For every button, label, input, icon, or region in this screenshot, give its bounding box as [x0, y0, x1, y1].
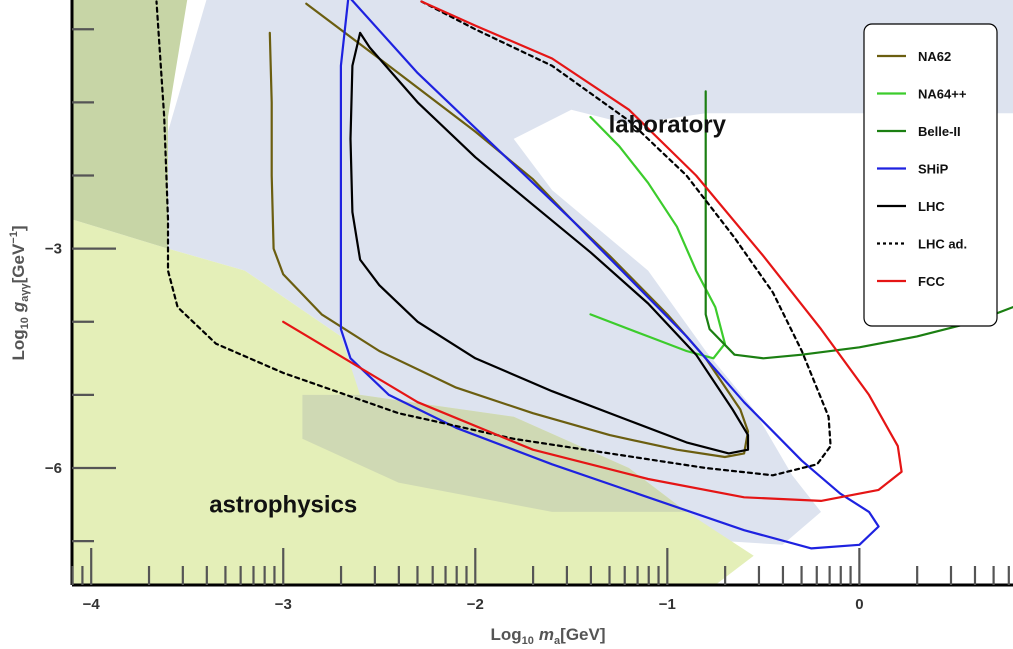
x-tick-label: −3	[275, 596, 292, 613]
region-astrophysics-overlap	[72, 0, 188, 249]
x-axis-title-var-sub: a	[554, 635, 561, 647]
legend-label-lhc-ad: LHC ad.	[918, 237, 967, 252]
series-lhc	[349, 31, 750, 455]
x-axis-title-prefix: Log	[491, 625, 522, 644]
series-ship	[339, 0, 880, 550]
series-lhc-ad	[155, 0, 832, 477]
x-tick-label: 0	[855, 596, 863, 613]
legend-label-na64: NA64++	[918, 87, 967, 102]
y-axis-title-unit-sup: −1	[8, 231, 20, 244]
background-regions	[72, 0, 1013, 585]
y-tick-label: −6	[45, 460, 62, 477]
legend: NA62 NA64++ Belle-II SHiP LHC LHC ad. FCC	[863, 23, 998, 327]
legend-box	[863, 23, 998, 327]
y-axis-title-unit-open: [GeV	[9, 243, 28, 283]
annotation-astrophysics: astrophysics	[209, 492, 357, 519]
legend-label-ship: SHiP	[918, 162, 949, 177]
series-na64	[589, 115, 727, 360]
x-axis-title-var: m	[539, 625, 554, 644]
y-tick-label: −3	[45, 241, 62, 258]
legend-label-na62: NA62	[918, 49, 951, 64]
x-axis-title-unit: [GeV]	[560, 625, 605, 644]
series-layer	[155, 0, 1013, 550]
ticks-layer: −4 −3 −2 −1 0 −3 −6	[45, 28, 1010, 613]
series-belle-ii	[704, 90, 1013, 360]
x-axis-title: Log10 ma[GeV]	[491, 625, 606, 647]
y-axis-title-var-sub: aγγ	[19, 282, 31, 301]
y-axis-title-unit-close: ]	[9, 225, 28, 231]
region-astrophysics-overlap-2	[302, 394, 687, 512]
legend-label-belle-ii: Belle-II	[918, 124, 961, 139]
y-axis-title-prefix: Log	[9, 329, 28, 360]
y-axis-title: Log10 gaγγ[GeV−1]	[8, 225, 31, 360]
legend-label-lhc: LHC	[918, 199, 945, 214]
x-tick-label: −2	[467, 596, 484, 613]
y-axis-title-var: g	[9, 301, 28, 313]
annotation-laboratory: laboratory	[609, 111, 727, 138]
series-fcc	[282, 0, 903, 502]
legend-label-fcc: FCC	[918, 274, 945, 289]
x-tick-label: −1	[659, 596, 676, 613]
y-axis-title-sub: 10	[19, 317, 31, 329]
x-axis-title-sub: 10	[522, 635, 534, 647]
x-tick-label: −4	[83, 596, 101, 613]
